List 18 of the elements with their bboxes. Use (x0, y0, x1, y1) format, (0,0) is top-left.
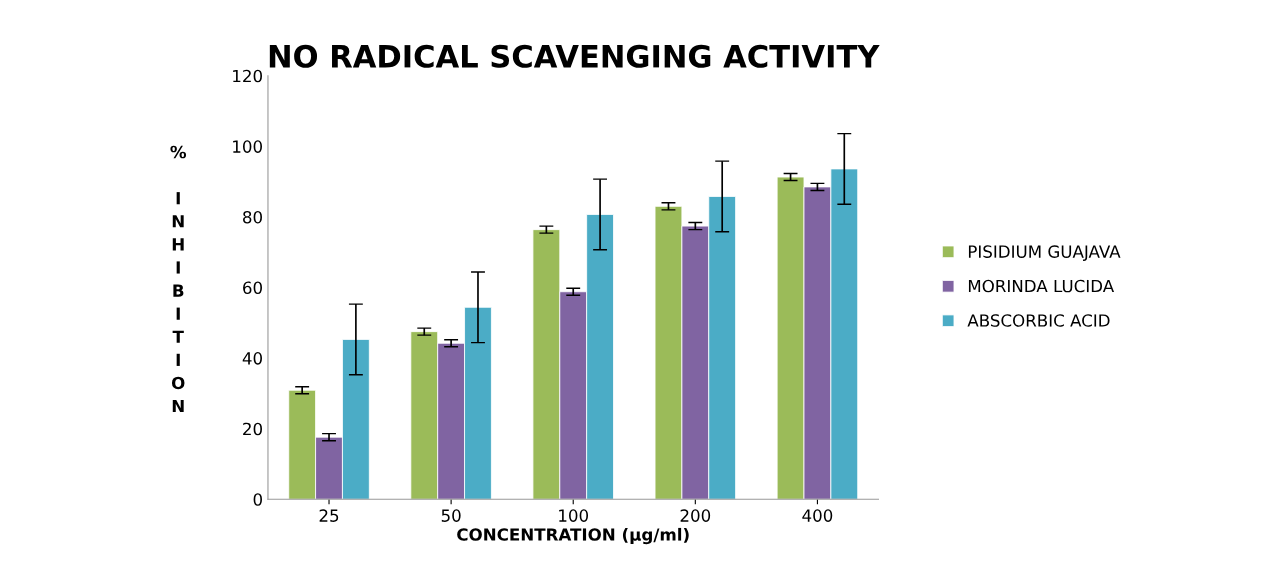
x-tick-label: 50 (441, 509, 461, 522)
chart-title: NO RADICAL SCAVENGING ACTIVITY (269, 44, 880, 68)
x-axis-title: CONCENTRATION (µg/ml) (457, 527, 689, 545)
y-tick-label: 0 (253, 493, 262, 506)
y-tick-label: 80 (243, 210, 262, 224)
y-tick-label: 100 (233, 140, 262, 153)
x-tick-label: 25 (319, 509, 339, 522)
y-tick-label: 40 (242, 352, 262, 365)
y-tick-label: 20 (243, 422, 262, 436)
legend-label: ABSCORBIC ACID (967, 314, 1110, 327)
y-tick-label: 120 (233, 69, 262, 83)
x-tick-label: 200 (680, 509, 711, 522)
text: % INHIBITION (170, 145, 187, 413)
legend-label: MORINDA LUCIDA (968, 279, 1115, 293)
y-tick-label: 60 (243, 281, 262, 295)
x-tick-label: 100 (559, 509, 589, 522)
x-tick-label: 400 (802, 509, 833, 522)
legend-label: PISIDIUM GUAJAVA (968, 245, 1121, 261)
